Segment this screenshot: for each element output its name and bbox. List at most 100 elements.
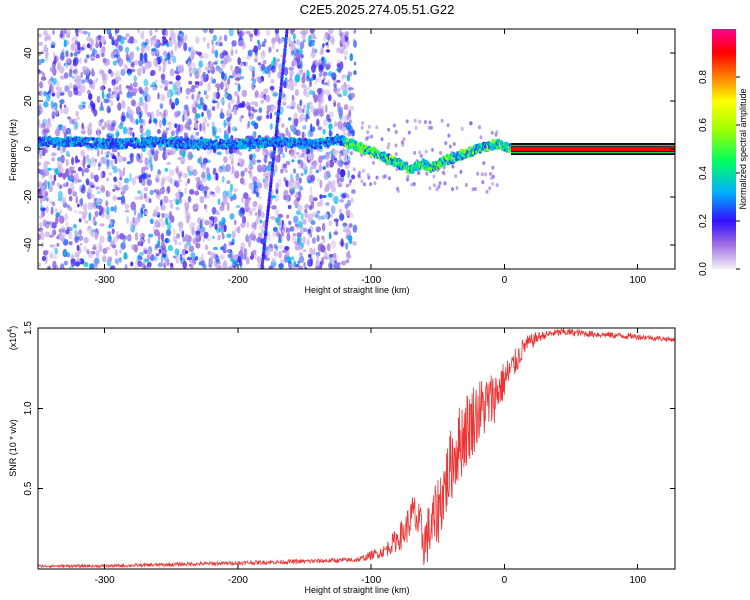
heatmap-cell — [295, 51, 301, 59]
heatmap-cell — [206, 237, 212, 242]
heatmap-cell — [105, 189, 109, 198]
heatmap-cell — [307, 213, 314, 222]
heatmap-cell — [61, 125, 67, 133]
heatmap-cell — [46, 167, 52, 171]
heatmap-cell — [159, 84, 163, 89]
heatmap-cell — [291, 94, 295, 101]
heatmap-cell — [309, 186, 313, 194]
heatmap-cell — [166, 149, 171, 153]
heatmap-cell — [148, 155, 153, 163]
heatmap-cell — [189, 154, 194, 159]
heatmap-cell — [39, 169, 45, 176]
heatmap-cell — [253, 45, 259, 53]
heatmap-cell — [367, 124, 371, 129]
heatmap-cell — [100, 213, 105, 218]
heatmap-cell — [319, 108, 325, 117]
heatmap-cell — [96, 95, 101, 103]
heatmap-cell — [328, 151, 334, 155]
heatmap-cell — [172, 55, 177, 64]
heatmap-cell — [67, 206, 70, 211]
heatmap-cell — [197, 94, 201, 99]
heatmap-cell — [93, 264, 98, 269]
colorbar-tick-label: 0.2 — [698, 214, 709, 228]
heatmap-cell — [223, 260, 227, 267]
heatmap-cell — [80, 197, 84, 206]
heatmap-cell — [43, 44, 48, 53]
heatmap-cell — [224, 266, 229, 269]
heatmap-cell — [155, 206, 159, 210]
heatmap-cell — [49, 174, 52, 180]
heatmap-cell — [127, 106, 131, 114]
heatmap-cell — [101, 46, 106, 54]
heatmap-cell — [129, 220, 134, 229]
heatmap-cell — [219, 35, 223, 41]
heatmap-cell — [157, 169, 161, 175]
heatmap-cell — [97, 133, 101, 138]
heatmap-cell — [135, 175, 140, 179]
heatmap-ridge-cell — [404, 162, 409, 166]
heatmap-cell — [144, 157, 149, 166]
heatmap-cell — [40, 204, 43, 213]
heatmap-cell — [137, 260, 143, 267]
heatmap-cell — [325, 49, 331, 53]
heatmap-cell — [126, 53, 130, 63]
heatmap-cell — [99, 85, 104, 91]
heatmap-cell — [40, 76, 47, 81]
heatmap-cell — [137, 254, 141, 259]
heatmap-cell — [293, 33, 296, 40]
heatmap-cell — [64, 213, 68, 222]
heatmap-cell — [332, 149, 338, 156]
heatmap-cell — [294, 223, 299, 228]
heatmap-cell — [237, 256, 242, 263]
snr-multiplier: (x104) — [7, 326, 18, 350]
heatmap-cell — [288, 117, 292, 121]
heatmap-cell — [212, 34, 217, 41]
heatmap-ridge-cell — [508, 143, 512, 147]
heatmap-cell — [298, 252, 303, 257]
heatmap-cell — [352, 224, 358, 233]
heatmap-ridge-cell — [107, 138, 111, 142]
heatmap-cell — [287, 261, 293, 269]
heatmap-cell — [175, 167, 179, 174]
heatmap-cell — [263, 38, 267, 44]
heatmap-ridge-cell — [172, 137, 176, 141]
heatmap-cell — [318, 163, 322, 172]
heatmap-cell — [336, 67, 342, 72]
heatmap-cell — [184, 207, 189, 216]
heatmap-cell — [203, 90, 207, 96]
heatmap-cell — [80, 159, 86, 167]
heatmap-cell — [336, 264, 341, 269]
heatmap-cell — [106, 105, 111, 114]
heatmap-cell — [67, 153, 71, 158]
heatmap-cell — [175, 180, 180, 188]
heatmap-cell — [452, 142, 456, 146]
heatmap-cell — [202, 29, 208, 33]
heatmap-cell — [150, 111, 155, 119]
heatmap-cell — [109, 124, 115, 132]
heatmap-cell — [190, 134, 194, 142]
heatmap-cell — [413, 150, 417, 155]
heatmap-cell — [219, 205, 225, 212]
heatmap-cell — [418, 119, 422, 124]
heatmap-cell — [353, 70, 357, 76]
heatmap-cell — [324, 256, 330, 260]
heatmap-cell — [173, 91, 179, 95]
heatmap-cell — [247, 105, 251, 112]
heatmap-cell — [296, 235, 303, 244]
heatmap-cell — [230, 196, 234, 202]
heatmap-cell — [347, 235, 353, 241]
heatmap-cell — [133, 59, 139, 66]
heatmap-cell — [128, 36, 135, 44]
heatmap-cell — [117, 57, 124, 67]
heatmap-cell — [234, 77, 241, 81]
heatmap-cell — [296, 39, 300, 46]
heatmap-cell — [66, 204, 71, 208]
heatmap-cell — [239, 62, 245, 67]
heatmap-cell — [215, 255, 220, 263]
heatmap-cell — [317, 178, 320, 182]
heatmap-cell — [227, 93, 233, 101]
heatmap-cell — [66, 29, 71, 37]
heatmap-cell — [38, 161, 41, 166]
heatmap-cell — [138, 195, 144, 200]
heatmap-cell — [84, 220, 89, 224]
